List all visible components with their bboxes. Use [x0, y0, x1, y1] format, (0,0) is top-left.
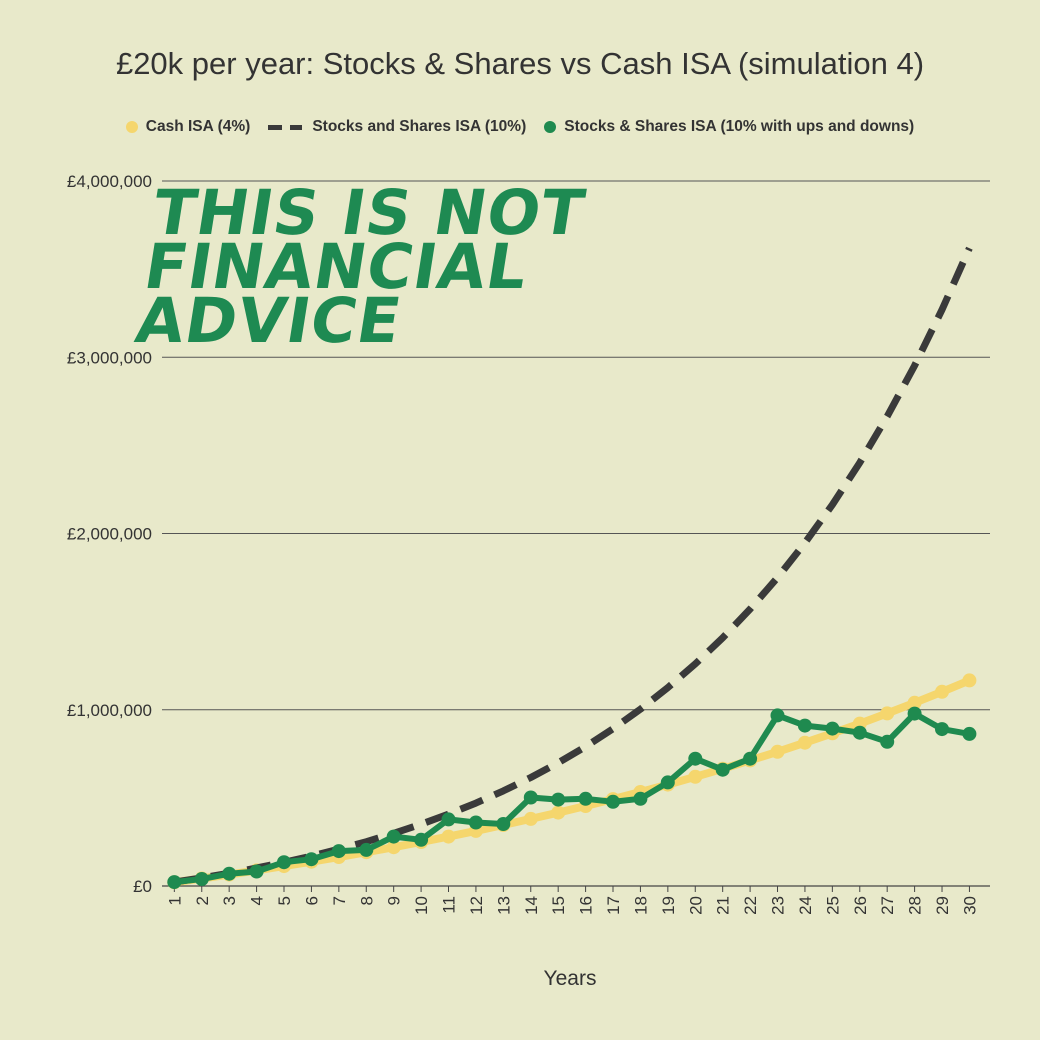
legend-item-stocks-isa[interactable]: Stocks and Shares ISA (10%) — [268, 118, 526, 136]
point-cash-isa[interactable] — [386, 840, 401, 855]
legend-item-cash-isa[interactable]: Cash ISA (4%) — [125, 118, 251, 136]
point-stocks-volatile[interactable] — [852, 725, 867, 740]
legend-marker-stocks-volatile — [544, 121, 557, 133]
point-stocks-volatile[interactable] — [414, 832, 429, 847]
point-stocks-volatile[interactable] — [222, 866, 237, 881]
point-stocks-volatile[interactable] — [468, 815, 483, 830]
x-tick-label: 21 — [714, 896, 733, 915]
y-axis: £0 £1,000,000 £2,000,000 £3,000,000 £4,000,0… — [67, 172, 152, 896]
point-cash-isa[interactable] — [688, 769, 703, 784]
legend-label-cash-isa: Cash ISA (4%) — [145, 118, 251, 135]
point-stocks-volatile[interactable] — [935, 722, 949, 737]
x-tick-label: 8 — [357, 896, 376, 905]
disclaimer-annotation: THIS IS NOT FINANCIAL ADVICE — [130, 176, 591, 357]
point-cash-isa[interactable] — [907, 695, 922, 710]
point-stocks-volatile[interactable] — [606, 794, 620, 809]
point-stocks-volatile[interactable] — [880, 734, 895, 749]
point-stocks-volatile[interactable] — [633, 791, 648, 806]
x-tick-label: 25 — [823, 896, 842, 915]
x-tick-label: 11 — [440, 896, 459, 914]
point-cash-isa[interactable] — [797, 735, 812, 750]
x-axis-title: Years — [544, 967, 597, 990]
point-cash-isa[interactable] — [880, 706, 895, 721]
x-tick-label: 3 — [220, 896, 239, 905]
x-tick-label: 16 — [577, 896, 596, 915]
x-tick-label: 19 — [659, 896, 678, 915]
point-stocks-volatile[interactable] — [304, 852, 319, 867]
point-stocks-volatile[interactable] — [277, 855, 291, 870]
point-stocks-volatile[interactable] — [715, 762, 730, 777]
legend-marker-stocks-isa — [268, 124, 303, 130]
x-tick-label: 10 — [412, 896, 431, 915]
x-tick-label: 7 — [330, 896, 349, 905]
point-cash-isa[interactable] — [935, 684, 949, 699]
x-tick-label: 30 — [960, 896, 979, 915]
x-axis: 1 2 3 4 5 6 7 8 9 10 11 12 13 14 15 16 17 18 19 20 21 22 23 24 2… — [165, 886, 979, 915]
legend-marker-cash-isa — [125, 121, 138, 133]
x-tick-label: 6 — [302, 896, 321, 905]
series-2 — [167, 706, 977, 890]
x-tick-label: 4 — [248, 896, 267, 905]
point-stocks-volatile[interactable] — [578, 791, 593, 806]
point-stocks-volatile[interactable] — [359, 842, 374, 857]
point-cash-isa[interactable] — [551, 805, 566, 820]
x-tick-label: 28 — [906, 896, 925, 915]
legend: Cash ISA (4%) Stocks and Shares ISA (10%… — [0, 118, 1040, 136]
x-tick-label: 17 — [604, 896, 623, 915]
chart-title: £20k per year: Stocks & Shares vs Cash I… — [115, 46, 925, 81]
point-stocks-volatile[interactable] — [551, 792, 566, 807]
x-tick-label: 12 — [467, 896, 486, 915]
x-tick-label: 26 — [851, 896, 870, 915]
y-tick-label: £1,000,000 — [67, 701, 152, 720]
gridlines — [162, 180, 990, 887]
x-tick-label: 14 — [522, 896, 541, 915]
x-tick-label: 1 — [165, 896, 184, 905]
legend-label-stocks-volatile: Stocks & Shares ISA (10% with ups and do… — [564, 118, 915, 135]
y-tick-label: £0 — [133, 877, 152, 896]
x-tick-label: 2 — [193, 896, 212, 905]
series-line-cash-isa — [170, 676, 974, 887]
x-tick-label: 20 — [686, 896, 705, 915]
y-tick-label: £4,000,000 — [67, 172, 152, 191]
y-tick-label: £3,000,000 — [67, 348, 152, 367]
y-tick-label: £2,000,000 — [67, 525, 152, 544]
x-tick-label: 27 — [878, 896, 897, 915]
x-tick-label: 29 — [933, 896, 952, 915]
point-stocks-volatile[interactable] — [331, 844, 346, 859]
point-stocks-volatile[interactable] — [386, 829, 401, 844]
x-tick-label: 22 — [741, 896, 760, 915]
point-stocks-volatile[interactable] — [962, 726, 977, 741]
point-stocks-volatile[interactable] — [194, 872, 209, 886]
x-tick-label: 13 — [494, 896, 513, 915]
x-tick-label: 24 — [796, 896, 815, 915]
x-tick-label: 23 — [769, 896, 788, 915]
point-stocks-volatile[interactable] — [441, 812, 456, 827]
x-tick-label: 18 — [631, 896, 650, 915]
point-stocks-volatile[interactable] — [743, 751, 758, 766]
point-stocks-volatile[interactable] — [660, 775, 675, 790]
x-tick-label: 15 — [549, 896, 568, 915]
point-stocks-volatile[interactable] — [523, 790, 538, 805]
point-stocks-volatile[interactable] — [496, 817, 511, 831]
point-stocks-volatile[interactable] — [770, 708, 785, 723]
series-layer — [167, 246, 977, 890]
point-stocks-volatile[interactable] — [797, 718, 812, 733]
x-tick-label: 9 — [385, 896, 404, 905]
point-cash-isa[interactable] — [770, 744, 785, 759]
point-cash-isa[interactable] — [523, 811, 538, 826]
point-cash-isa[interactable] — [441, 829, 456, 844]
point-stocks-volatile[interactable] — [167, 875, 182, 890]
x-tick-label: 5 — [275, 896, 294, 905]
point-stocks-volatile[interactable] — [907, 706, 922, 721]
point-cash-isa[interactable] — [962, 673, 977, 688]
point-stocks-volatile[interactable] — [688, 751, 703, 766]
legend-item-stocks-volatile[interactable]: Stocks & Shares ISA (10% with ups and do… — [544, 118, 914, 136]
legend-label-stocks-isa: Stocks and Shares ISA (10%) — [312, 118, 527, 135]
point-stocks-volatile[interactable] — [249, 864, 264, 879]
point-stocks-volatile[interactable] — [825, 721, 840, 736]
series-0 — [167, 673, 977, 890]
